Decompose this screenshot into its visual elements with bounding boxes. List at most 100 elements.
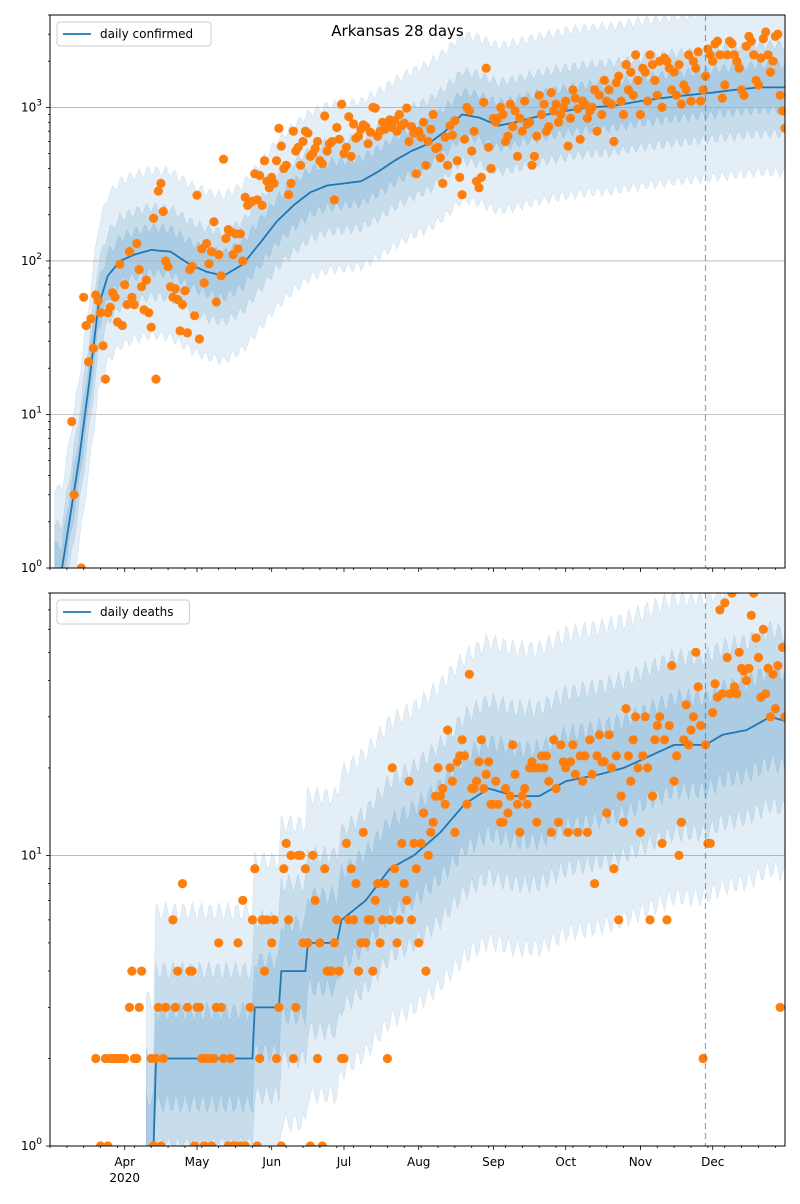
data-point [599, 75, 609, 85]
data-point [257, 200, 267, 210]
data-point [173, 966, 183, 976]
data-point [609, 864, 619, 874]
data-point [447, 130, 457, 140]
data-point [515, 827, 525, 838]
data-point [657, 838, 667, 849]
data-point [435, 791, 445, 801]
deaths-legend: daily deaths [56, 599, 190, 625]
data-point [421, 966, 431, 976]
data-point [269, 178, 279, 188]
data-point [503, 131, 513, 141]
data-point [192, 190, 202, 200]
data-point [594, 730, 605, 740]
data-point [621, 60, 631, 70]
data-point [286, 850, 296, 861]
data-point [418, 808, 429, 818]
data-point [127, 292, 137, 302]
data-point [122, 300, 132, 310]
data-point [327, 966, 337, 976]
data-point [688, 56, 699, 66]
data-point [720, 598, 730, 608]
data-point [710, 679, 720, 689]
data-point [633, 75, 643, 85]
data-point [522, 799, 532, 809]
data-point [423, 850, 433, 861]
data-point [746, 36, 756, 46]
data-point [570, 93, 580, 103]
data-point [284, 915, 294, 925]
data-point [327, 136, 337, 147]
data-point [534, 90, 544, 100]
data-point [676, 817, 687, 827]
data-point [732, 689, 742, 699]
data-point [544, 776, 554, 786]
data-point [635, 827, 646, 838]
data-point [435, 153, 445, 163]
data-point [602, 808, 612, 818]
data-point [645, 50, 655, 60]
data-point [691, 63, 701, 73]
data-point [305, 1141, 315, 1146]
data-point [368, 966, 378, 976]
data-point [640, 712, 650, 722]
data-point [561, 96, 571, 106]
data-point [361, 938, 371, 948]
data-point [303, 128, 313, 138]
data-point [110, 292, 120, 302]
data-point [182, 1002, 192, 1013]
data-point [667, 661, 677, 671]
data-point [672, 751, 682, 761]
data-point [503, 808, 513, 818]
data-point [727, 593, 737, 598]
data-point [778, 642, 785, 652]
data-point [729, 682, 740, 692]
data-point [549, 735, 559, 745]
data-point [146, 322, 156, 332]
uncertainty-band-1 [54, 15, 785, 568]
data-point [746, 610, 756, 621]
data-point [539, 763, 549, 773]
data-point [500, 783, 511, 794]
data-point [765, 67, 776, 77]
data-point [570, 769, 580, 780]
data-point [582, 827, 593, 838]
data-point [520, 96, 530, 106]
x-tick-label: Sep [482, 1155, 505, 1169]
data-point [652, 90, 662, 100]
data-point [753, 652, 764, 663]
data-point [351, 879, 361, 889]
data-point [194, 334, 204, 344]
data-point [459, 134, 470, 144]
data-point [517, 126, 527, 136]
data-point [317, 1141, 327, 1146]
data-point [421, 160, 431, 170]
data-point [341, 838, 351, 849]
data-point [177, 879, 188, 889]
data-point [206, 247, 217, 257]
data-point [722, 50, 732, 60]
data-point [124, 247, 135, 257]
data-point [618, 817, 629, 827]
data-point [474, 183, 484, 193]
data-point [134, 1002, 144, 1013]
data-point [720, 80, 730, 90]
data-point [426, 827, 436, 838]
data-point [621, 704, 631, 714]
data-point [86, 314, 96, 324]
data-point [284, 190, 294, 200]
data-point [274, 1002, 284, 1013]
data-point [674, 850, 684, 861]
data-point [363, 139, 373, 149]
data-point [662, 56, 672, 66]
data-point [568, 85, 578, 95]
deaths-x-axis: Apr 2020 May Jun Jul Aug Sep Oct Nov Dec [49, 1146, 776, 1185]
data-point [778, 106, 785, 116]
data-point [664, 720, 674, 731]
data-point [725, 689, 735, 699]
data-point [127, 966, 137, 976]
data-point [346, 864, 356, 874]
data-point [440, 132, 450, 142]
